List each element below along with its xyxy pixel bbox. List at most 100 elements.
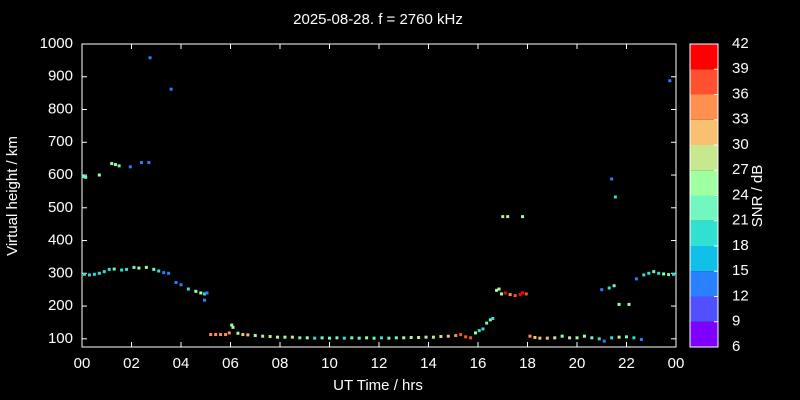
data-point [610,177,614,181]
data-point [597,337,601,341]
data-point [627,302,631,306]
y-tick-label: 700 [48,133,73,150]
x-tick-label: 02 [123,355,140,372]
data-point [521,291,525,295]
data-point [82,272,86,276]
x-axis-label: UT Time / hrs [333,377,423,394]
data-point [560,334,564,338]
data-point [613,195,617,199]
y-tick-label: 300 [48,264,73,281]
data-point [230,323,234,327]
data-point [328,336,331,340]
data-point [431,335,435,339]
colorbar-tick-label: 18 [732,237,749,254]
data-point [612,284,616,288]
data-point [647,271,651,275]
x-tick-label: 06 [222,355,239,372]
data-point [157,269,161,273]
data-point [290,335,294,339]
data-point [219,333,223,337]
data-point [241,333,245,337]
x-tick-label: 12 [371,355,388,372]
y-tick-label: 500 [48,199,73,216]
data-point [148,56,152,60]
data-point [617,335,621,339]
data-point [553,336,557,340]
data-point [657,271,661,275]
data-point [139,161,143,165]
data-point [477,329,481,333]
data-point [446,334,450,338]
data-point [97,173,101,177]
data-point [102,270,106,274]
data-point [97,271,101,275]
data-point [84,175,88,179]
colorbar-band [690,271,718,297]
x-tick-label: 14 [420,355,437,372]
data-point [253,334,257,338]
x-tick-label: 08 [272,355,289,372]
data-point [454,334,458,338]
data-point [508,293,512,297]
data-point [617,302,621,306]
colorbar-tick-label: 33 [732,111,749,128]
data-point [137,266,141,270]
data-point [128,165,132,169]
data-point [568,336,572,340]
data-point [652,270,656,274]
data-point [120,268,124,272]
data-point [662,272,666,276]
data-point [313,336,317,340]
data-point [350,336,354,340]
data-point [379,336,383,340]
data-point [634,277,638,281]
data-point [500,292,504,296]
x-tick-label: 16 [470,355,487,372]
data-point [224,333,228,337]
data-point [246,333,250,337]
data-point [474,331,478,335]
colorbar-band [690,195,718,221]
data-point [236,331,240,335]
data-point [668,79,672,83]
x-tick-label: 22 [618,355,635,372]
data-point [506,215,510,219]
data-point [533,336,537,340]
data-point [231,325,235,329]
data-point [186,287,190,291]
colorbar-tick-label: 36 [732,85,749,102]
chart-title: 2025-08-28. f = 2760 kHz [293,11,463,28]
data-point [320,336,324,340]
data-point [607,286,611,290]
data-point [209,333,213,337]
data-point [481,327,485,331]
data-point [298,336,302,340]
data-point [92,272,96,276]
data-point [81,175,85,179]
x-tick-label: 10 [321,355,338,372]
x-tick-label: 04 [173,355,190,372]
data-point [632,336,636,340]
data-point [227,331,231,335]
data-point [528,334,532,338]
colorbar-band [690,321,718,347]
data-point [335,336,339,340]
data-point [497,287,501,291]
data-point [459,333,463,337]
y-tick-label: 800 [48,100,73,117]
data-point [162,271,166,275]
data-point [602,339,606,343]
data-point [342,336,346,340]
data-point [305,336,309,340]
data-point [203,292,207,296]
data-point [112,267,116,271]
data-point [199,291,203,295]
x-tick-label: 18 [519,355,536,372]
data-point [417,336,421,340]
data-point [167,271,171,275]
y-axis-label: Virtual height / km [4,136,21,256]
data-point [372,336,376,340]
colorbar-band [690,145,718,171]
x-tick-label: 00 [668,355,685,372]
data-point [464,335,468,339]
